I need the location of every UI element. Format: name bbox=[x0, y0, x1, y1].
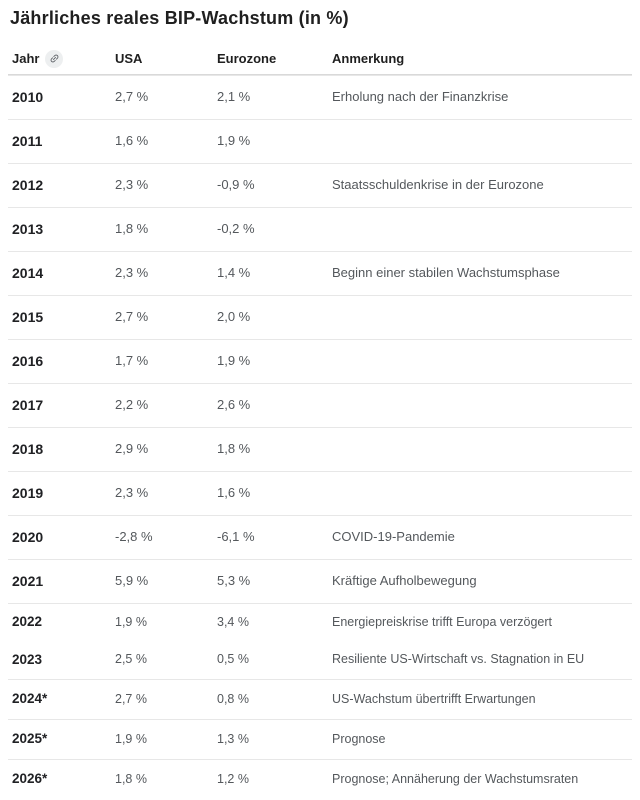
table-row: 2010 2,7 % 2,1 % Erholung nach der Finan… bbox=[8, 75, 632, 119]
eurozone-value-cell: 0,5 % bbox=[217, 652, 249, 667]
usa-value-cell: 1,9 % bbox=[115, 731, 147, 746]
usa-value-cell: -2,8 % bbox=[115, 529, 153, 545]
year-cell: 2018 bbox=[12, 440, 44, 457]
anmerkung-cell: Prognose bbox=[332, 731, 386, 746]
anmerkung-cell bbox=[328, 490, 632, 498]
anmerkung-cell: Erholung nach der Finanzkrise bbox=[332, 89, 509, 105]
year-cell: 2011 bbox=[12, 132, 43, 149]
usa-value-cell: 2,3 % bbox=[115, 485, 149, 501]
usa-value-cell: 2,2 % bbox=[115, 397, 149, 413]
eurozone-value-cell: 1,3 % bbox=[217, 731, 249, 746]
table-row: 2013 1,8 % -0,2 % bbox=[8, 207, 632, 251]
table-body: 2010 2,7 % 2,1 % Erholung nach der Finan… bbox=[8, 75, 632, 799]
anmerkung-cell: Staatsschuldenkrise in der Eurozone bbox=[332, 177, 544, 193]
year-cell: 2015 bbox=[12, 308, 44, 325]
table-row: 2012 2,3 % -0,9 % Staatsschuldenkrise in… bbox=[8, 163, 632, 207]
eurozone-value-cell: 1,8 % bbox=[217, 441, 251, 457]
year-cell: 2019 bbox=[12, 484, 44, 501]
table-row: 2011 1,6 % 1,9 % bbox=[8, 119, 632, 163]
usa-value-cell: 1,8 % bbox=[115, 771, 147, 786]
anmerkung-cell: COVID-19-Pandemie bbox=[332, 529, 455, 545]
table-row: 2016 1,7 % 1,9 % bbox=[8, 339, 632, 383]
eurozone-value-cell: -6,1 % bbox=[217, 529, 255, 545]
year-cell: 2024* bbox=[12, 691, 48, 707]
table-row: 2014 2,3 % 1,4 % Beginn einer stabilen W… bbox=[8, 251, 632, 295]
year-cell: 2023 bbox=[12, 651, 43, 667]
anmerkung-cell: Resiliente US-Wirtschaft vs. Stagnation … bbox=[332, 652, 585, 667]
year-cell: 2014 bbox=[12, 264, 44, 281]
table-row: 2023 2,5 % 0,5 % Resiliente US-Wirtschaf… bbox=[8, 641, 632, 679]
eurozone-value-cell: 1,4 % bbox=[217, 265, 251, 281]
eurozone-value-cell: 1,9 % bbox=[217, 353, 251, 369]
table-row: 2015 2,7 % 2,0 % bbox=[8, 295, 632, 339]
year-cell: 2017 bbox=[12, 396, 44, 413]
year-cell: 2016 bbox=[12, 352, 44, 369]
eurozone-value-cell: 1,6 % bbox=[217, 485, 251, 501]
column-header-usa: USA bbox=[115, 51, 143, 66]
year-cell: 2010 bbox=[12, 88, 44, 105]
year-cell: 2020 bbox=[12, 528, 44, 545]
gdp-table: Jahr USA Eurozone Anmerkung 2010 2,7 % 2… bbox=[8, 43, 632, 799]
anmerkung-cell: Energiepreiskrise trifft Europa verzöger… bbox=[332, 614, 553, 629]
eurozone-value-cell: 2,6 % bbox=[217, 397, 251, 413]
usa-value-cell: 2,7 % bbox=[115, 89, 149, 105]
table-row: 2017 2,2 % 2,6 % bbox=[8, 383, 632, 427]
usa-value-cell: 1,6 % bbox=[115, 133, 149, 149]
column-header-anmerkung: Anmerkung bbox=[332, 51, 405, 66]
table-header-row: Jahr USA Eurozone Anmerkung bbox=[8, 43, 632, 75]
link-icon[interactable] bbox=[45, 49, 64, 68]
usa-value-cell: 5,9 % bbox=[115, 573, 149, 589]
column-header-eurozone: Eurozone bbox=[217, 51, 277, 66]
usa-value-cell: 2,9 % bbox=[115, 441, 149, 457]
anmerkung-cell: Kräftige Aufholbewegung bbox=[332, 573, 477, 589]
column-header-jahr: Jahr bbox=[8, 46, 111, 72]
usa-value-cell: 2,7 % bbox=[115, 309, 149, 325]
table-row: 2021 5,9 % 5,3 % Kräftige Aufholbewegung bbox=[8, 559, 632, 603]
table-row: 2020 -2,8 % -6,1 % COVID-19-Pandemie bbox=[8, 515, 632, 559]
eurozone-value-cell: 1,2 % bbox=[217, 771, 249, 786]
anmerkung-cell bbox=[328, 314, 632, 322]
column-header-jahr-label: Jahr bbox=[12, 51, 40, 66]
table-row: 2019 2,3 % 1,6 % bbox=[8, 471, 632, 515]
usa-value-cell: 1,9 % bbox=[115, 614, 147, 629]
year-cell: 2021 bbox=[12, 572, 44, 589]
year-cell: 2013 bbox=[12, 220, 44, 237]
usa-value-cell: 2,7 % bbox=[115, 691, 147, 706]
table-row: 2022 1,9 % 3,4 % Energiepreiskrise triff… bbox=[8, 603, 632, 641]
usa-value-cell: 2,5 % bbox=[115, 652, 147, 667]
anmerkung-cell bbox=[328, 358, 632, 366]
eurozone-value-cell: 0,8 % bbox=[217, 691, 249, 706]
anmerkung-cell bbox=[328, 446, 632, 454]
anmerkung-cell bbox=[328, 138, 632, 146]
anmerkung-cell bbox=[328, 226, 632, 234]
usa-value-cell: 1,8 % bbox=[115, 221, 149, 237]
year-cell: 2026* bbox=[12, 771, 48, 787]
page-title: Jährliches reales BIP-Wachstum (in %) bbox=[10, 8, 349, 28]
anmerkung-cell: US-Wachstum übertrifft Erwartungen bbox=[332, 691, 536, 706]
usa-value-cell: 1,7 % bbox=[115, 353, 149, 369]
eurozone-value-cell: 1,9 % bbox=[217, 133, 251, 149]
anmerkung-cell: Beginn einer stabilen Wachstumsphase bbox=[332, 265, 560, 281]
anmerkung-cell: Prognose; Annäherung der Wachstumsraten bbox=[332, 771, 579, 786]
usa-value-cell: 2,3 % bbox=[115, 177, 149, 193]
table-row: 2024* 2,7 % 0,8 % US-Wachstum übertrifft… bbox=[8, 679, 632, 719]
eurozone-value-cell: 2,1 % bbox=[217, 89, 251, 105]
year-cell: 2022 bbox=[12, 614, 43, 630]
eurozone-value-cell: 3,4 % bbox=[217, 614, 249, 629]
usa-value-cell: 2,3 % bbox=[115, 265, 149, 281]
year-cell: 2012 bbox=[12, 176, 44, 193]
year-cell: 2025* bbox=[12, 731, 48, 747]
eurozone-value-cell: 2,0 % bbox=[217, 309, 251, 325]
table-row: 2025* 1,9 % 1,3 % Prognose bbox=[8, 719, 632, 759]
eurozone-value-cell: -0,2 % bbox=[217, 221, 255, 237]
table-row: 2018 2,9 % 1,8 % bbox=[8, 427, 632, 471]
eurozone-value-cell: -0,9 % bbox=[217, 177, 255, 193]
anmerkung-cell bbox=[328, 402, 632, 410]
table-row: 2026* 1,8 % 1,2 % Prognose; Annäherung d… bbox=[8, 759, 632, 799]
eurozone-value-cell: 5,3 % bbox=[217, 573, 251, 589]
